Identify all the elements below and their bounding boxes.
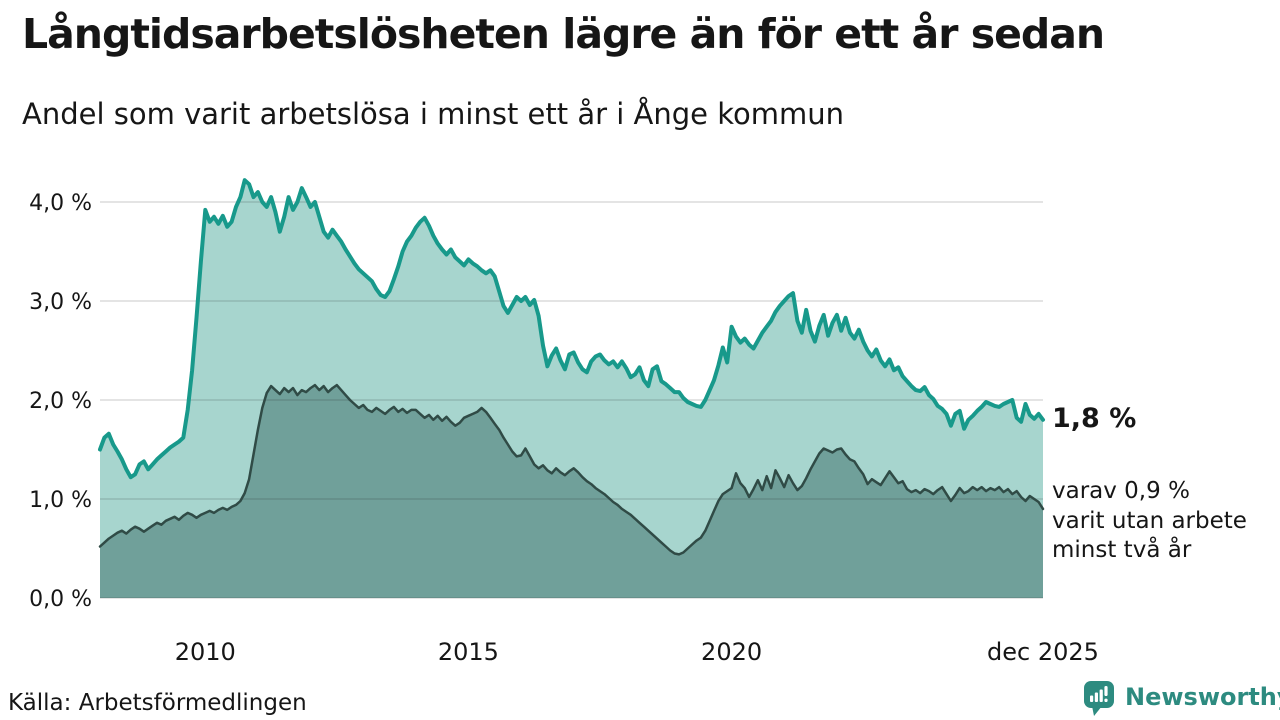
- latest-value-annotation: 1,8 %: [1052, 403, 1137, 434]
- page-subtitle: Andel som varit arbetslösa i minst ett å…: [22, 97, 844, 131]
- y-tick-label: 2,0 %: [29, 389, 92, 414]
- series-area-minst-tva-ar: [100, 385, 1043, 598]
- page-title: Långtidsarbetslösheten lägre än för ett …: [22, 10, 1105, 58]
- y-tick-label: 3,0 %: [29, 290, 92, 315]
- y-tick-label: 0,0 %: [29, 587, 92, 612]
- secondary-annotation-line2: varit utan arbete: [1052, 507, 1247, 534]
- x-tick-label: 2015: [438, 638, 499, 666]
- series-line-minst-ett-ar: [98, 178, 1045, 480]
- series-line-minst-tva-ar: [98, 383, 1045, 556]
- brand-name: Newsworthy: [1125, 683, 1280, 711]
- secondary-annotation-line1: varav 0,9 %: [1052, 478, 1190, 504]
- source-attribution: Källa: Arbetsförmedlingen: [8, 690, 307, 716]
- brand-lockup: Newsworthy: [1083, 680, 1280, 718]
- y-tick-label: 4,0 %: [29, 191, 92, 216]
- x-tick-label: 2020: [701, 638, 762, 666]
- newsworthy-logo-icon: [1084, 681, 1114, 716]
- x-tick-label: dec 2025: [987, 638, 1099, 666]
- secondary-annotation-line3: minst två år: [1052, 537, 1192, 563]
- y-tick-label: 1,0 %: [29, 488, 92, 513]
- x-tick-label: 2010: [175, 638, 236, 666]
- secondary-series-annotation: varav 0,9 % varit utan arbete minst två …: [1052, 477, 1247, 566]
